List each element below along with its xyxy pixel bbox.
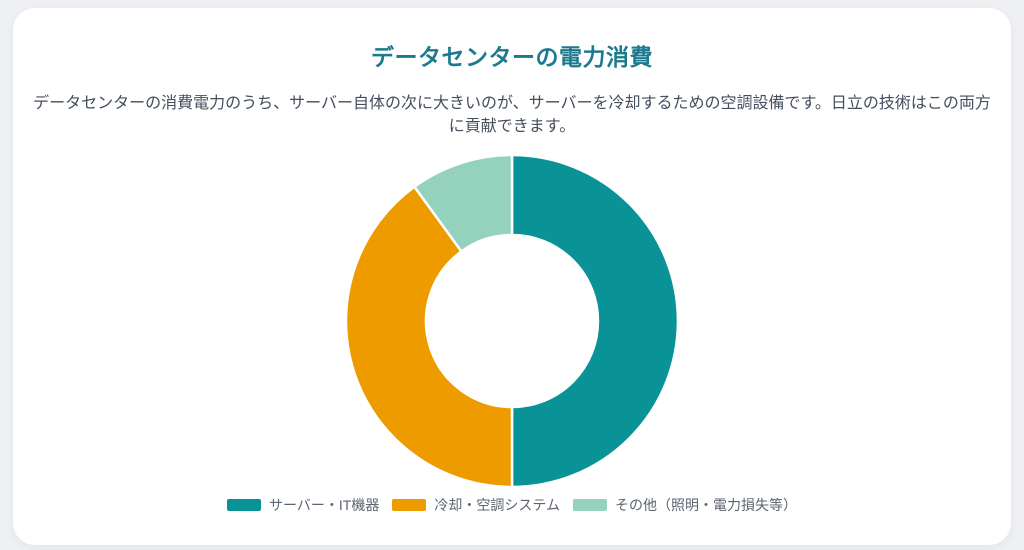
donut-chart <box>13 151 1011 491</box>
donut-segment-1[interactable] <box>344 185 514 489</box>
donut-segment-0[interactable] <box>510 153 680 489</box>
legend-item-servers-it[interactable]: サーバー・IT機器 <box>227 495 379 515</box>
legend-swatch-servers-it <box>227 499 262 511</box>
legend-swatch-other <box>572 499 607 511</box>
chart-legend: サーバー・IT機器 冷却・空調システム その他（照明・電力損失等） <box>13 495 1011 515</box>
legend-label-servers-it: サーバー・IT機器 <box>269 497 380 513</box>
chart-card: データセンターの電力消費 データセンターの消費電力のうち、サーバー自体の次に大き… <box>13 8 1011 545</box>
legend-item-cooling[interactable]: 冷却・空調システム <box>392 495 560 515</box>
donut-segment-2[interactable] <box>413 153 514 253</box>
donut-chart-svg <box>344 153 680 489</box>
legend-label-other: その他（照明・電力損失等） <box>614 497 797 513</box>
chart-description: データセンターの消費電力のうち、サーバー自体の次に大きいのが、サーバーを冷却する… <box>33 95 991 135</box>
legend-item-other[interactable]: その他（照明・電力損失等） <box>572 495 797 515</box>
chart-title: データセンターの電力消費 <box>371 44 653 70</box>
legend-label-cooling: 冷却・空調システム <box>434 497 560 513</box>
legend-swatch-cooling <box>392 499 427 511</box>
